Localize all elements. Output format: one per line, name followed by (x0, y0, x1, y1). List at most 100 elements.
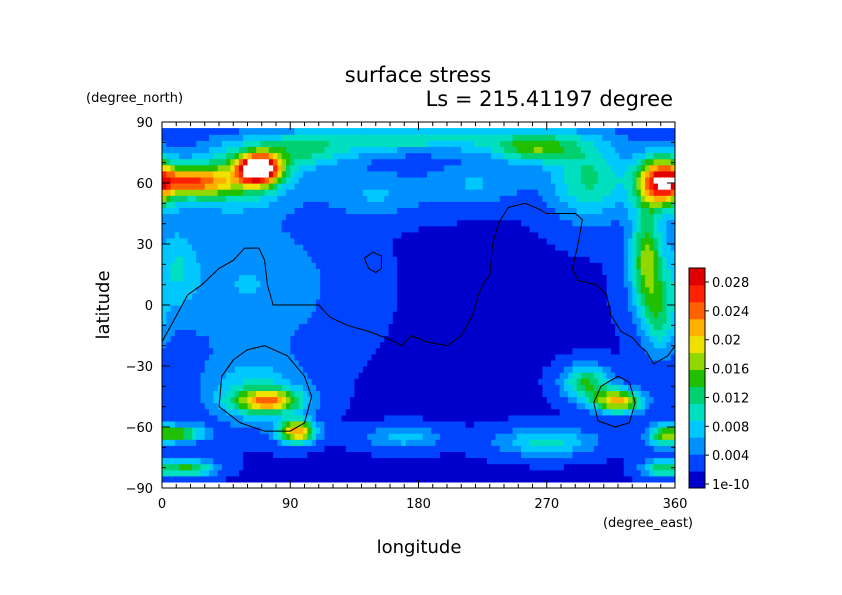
heatmap-cell (512, 280, 518, 288)
heatmap-cell (606, 390, 612, 398)
heatmap-cell (461, 262, 467, 269)
heatmap-cell (469, 256, 475, 263)
heatmap-cell (448, 469, 454, 477)
heatmap-cell (345, 475, 351, 483)
heatmap-cell (285, 427, 291, 434)
heatmap-cell (512, 390, 518, 398)
heatmap-cell (435, 427, 441, 434)
heatmap-cell (200, 366, 206, 373)
heatmap-cell (285, 469, 291, 477)
heatmap-cell (538, 256, 544, 263)
heatmap-cell (209, 463, 214, 471)
heatmap-cell (418, 305, 424, 312)
heatmap-cell (486, 378, 492, 385)
heatmap-cell (529, 402, 535, 410)
heatmap-cell (174, 359, 180, 367)
heatmap-cell (435, 469, 441, 477)
heatmap-cell (593, 414, 599, 422)
heatmap-cell (580, 268, 586, 276)
heatmap-cell (345, 237, 351, 245)
heatmap-cell (508, 433, 514, 440)
heatmap-cell (174, 475, 180, 483)
heatmap-cell (653, 427, 659, 434)
heatmap-cell (226, 286, 232, 294)
heatmap-cell (418, 378, 424, 385)
heatmap-cell (196, 268, 202, 276)
heatmap-cell (559, 305, 565, 312)
heatmap-cell (422, 231, 428, 239)
heatmap-cell (315, 396, 321, 404)
heatmap-cell (589, 262, 595, 269)
heatmap-cell (307, 463, 313, 471)
heatmap-cell (303, 317, 308, 324)
heatmap-cell (474, 323, 479, 330)
heatmap-cell (290, 378, 296, 385)
heatmap-cell (294, 335, 300, 343)
heatmap-cell (277, 323, 283, 330)
heatmap-cell (315, 366, 321, 373)
heatmap-cell (482, 384, 488, 391)
heatmap-cell (439, 323, 445, 330)
heatmap-cell (662, 457, 668, 465)
heatmap-cell (580, 469, 586, 477)
heatmap-cell (516, 469, 522, 477)
heatmap-cell (525, 274, 531, 282)
heatmap-cell (320, 475, 326, 483)
heatmap-cell (320, 378, 326, 385)
heatmap-cell (653, 475, 659, 483)
heatmap-cell (324, 469, 330, 477)
heatmap-cell (653, 317, 659, 324)
heatmap-cell (298, 323, 304, 330)
heatmap-cell (333, 408, 338, 416)
heatmap-cell (482, 463, 488, 471)
heatmap-cell (414, 433, 420, 440)
heatmap-cell (632, 231, 638, 239)
heatmap-cell (392, 378, 398, 385)
heatmap-cell (397, 262, 402, 269)
heatmap-cell (388, 359, 394, 367)
heatmap-cell (260, 408, 266, 416)
heatmap-cell (448, 378, 454, 385)
heatmap-cell (187, 292, 193, 300)
heatmap-cell (563, 427, 569, 434)
heatmap-cell (179, 274, 184, 282)
heatmap-cell (328, 475, 334, 483)
heatmap-cell (170, 427, 176, 434)
heatmap-cell (422, 366, 428, 373)
heatmap-cell (226, 414, 232, 422)
heatmap-cell (448, 353, 454, 361)
heatmap-cell (256, 390, 261, 398)
heatmap-cell (320, 311, 326, 318)
heatmap-cell (555, 475, 561, 483)
heatmap-cell (504, 311, 509, 318)
heatmap-cell (568, 335, 574, 343)
heatmap-cell (602, 457, 608, 465)
heatmap-cell (311, 262, 317, 269)
heatmap-cell (602, 347, 608, 355)
heatmap-cell (461, 286, 467, 294)
heatmap-cell (670, 439, 675, 446)
heatmap-cell (645, 427, 650, 434)
heatmap-cell (563, 469, 569, 477)
heatmap-cell (580, 408, 586, 416)
heatmap-cell (174, 390, 180, 398)
heatmap-cell (367, 341, 373, 349)
heatmap-cell (375, 378, 381, 385)
heatmap-cell (315, 463, 321, 471)
heatmap-cell (512, 317, 518, 324)
heatmap-cell (533, 366, 539, 373)
heatmap-cell (234, 408, 240, 416)
heatmap-cell (200, 402, 206, 410)
heatmap-cell (529, 237, 535, 245)
heatmap-cell (298, 298, 304, 306)
heatmap-cell (380, 427, 385, 434)
heatmap-cell (328, 378, 334, 385)
heatmap-cell (486, 433, 492, 440)
heatmap-cell (431, 445, 437, 452)
heatmap-cell (388, 335, 394, 343)
heatmap-cell (324, 225, 330, 233)
heatmap-cell (397, 457, 402, 465)
heatmap-cell (572, 280, 578, 288)
heatmap-cell (563, 445, 569, 452)
heatmap-cell (589, 451, 595, 459)
